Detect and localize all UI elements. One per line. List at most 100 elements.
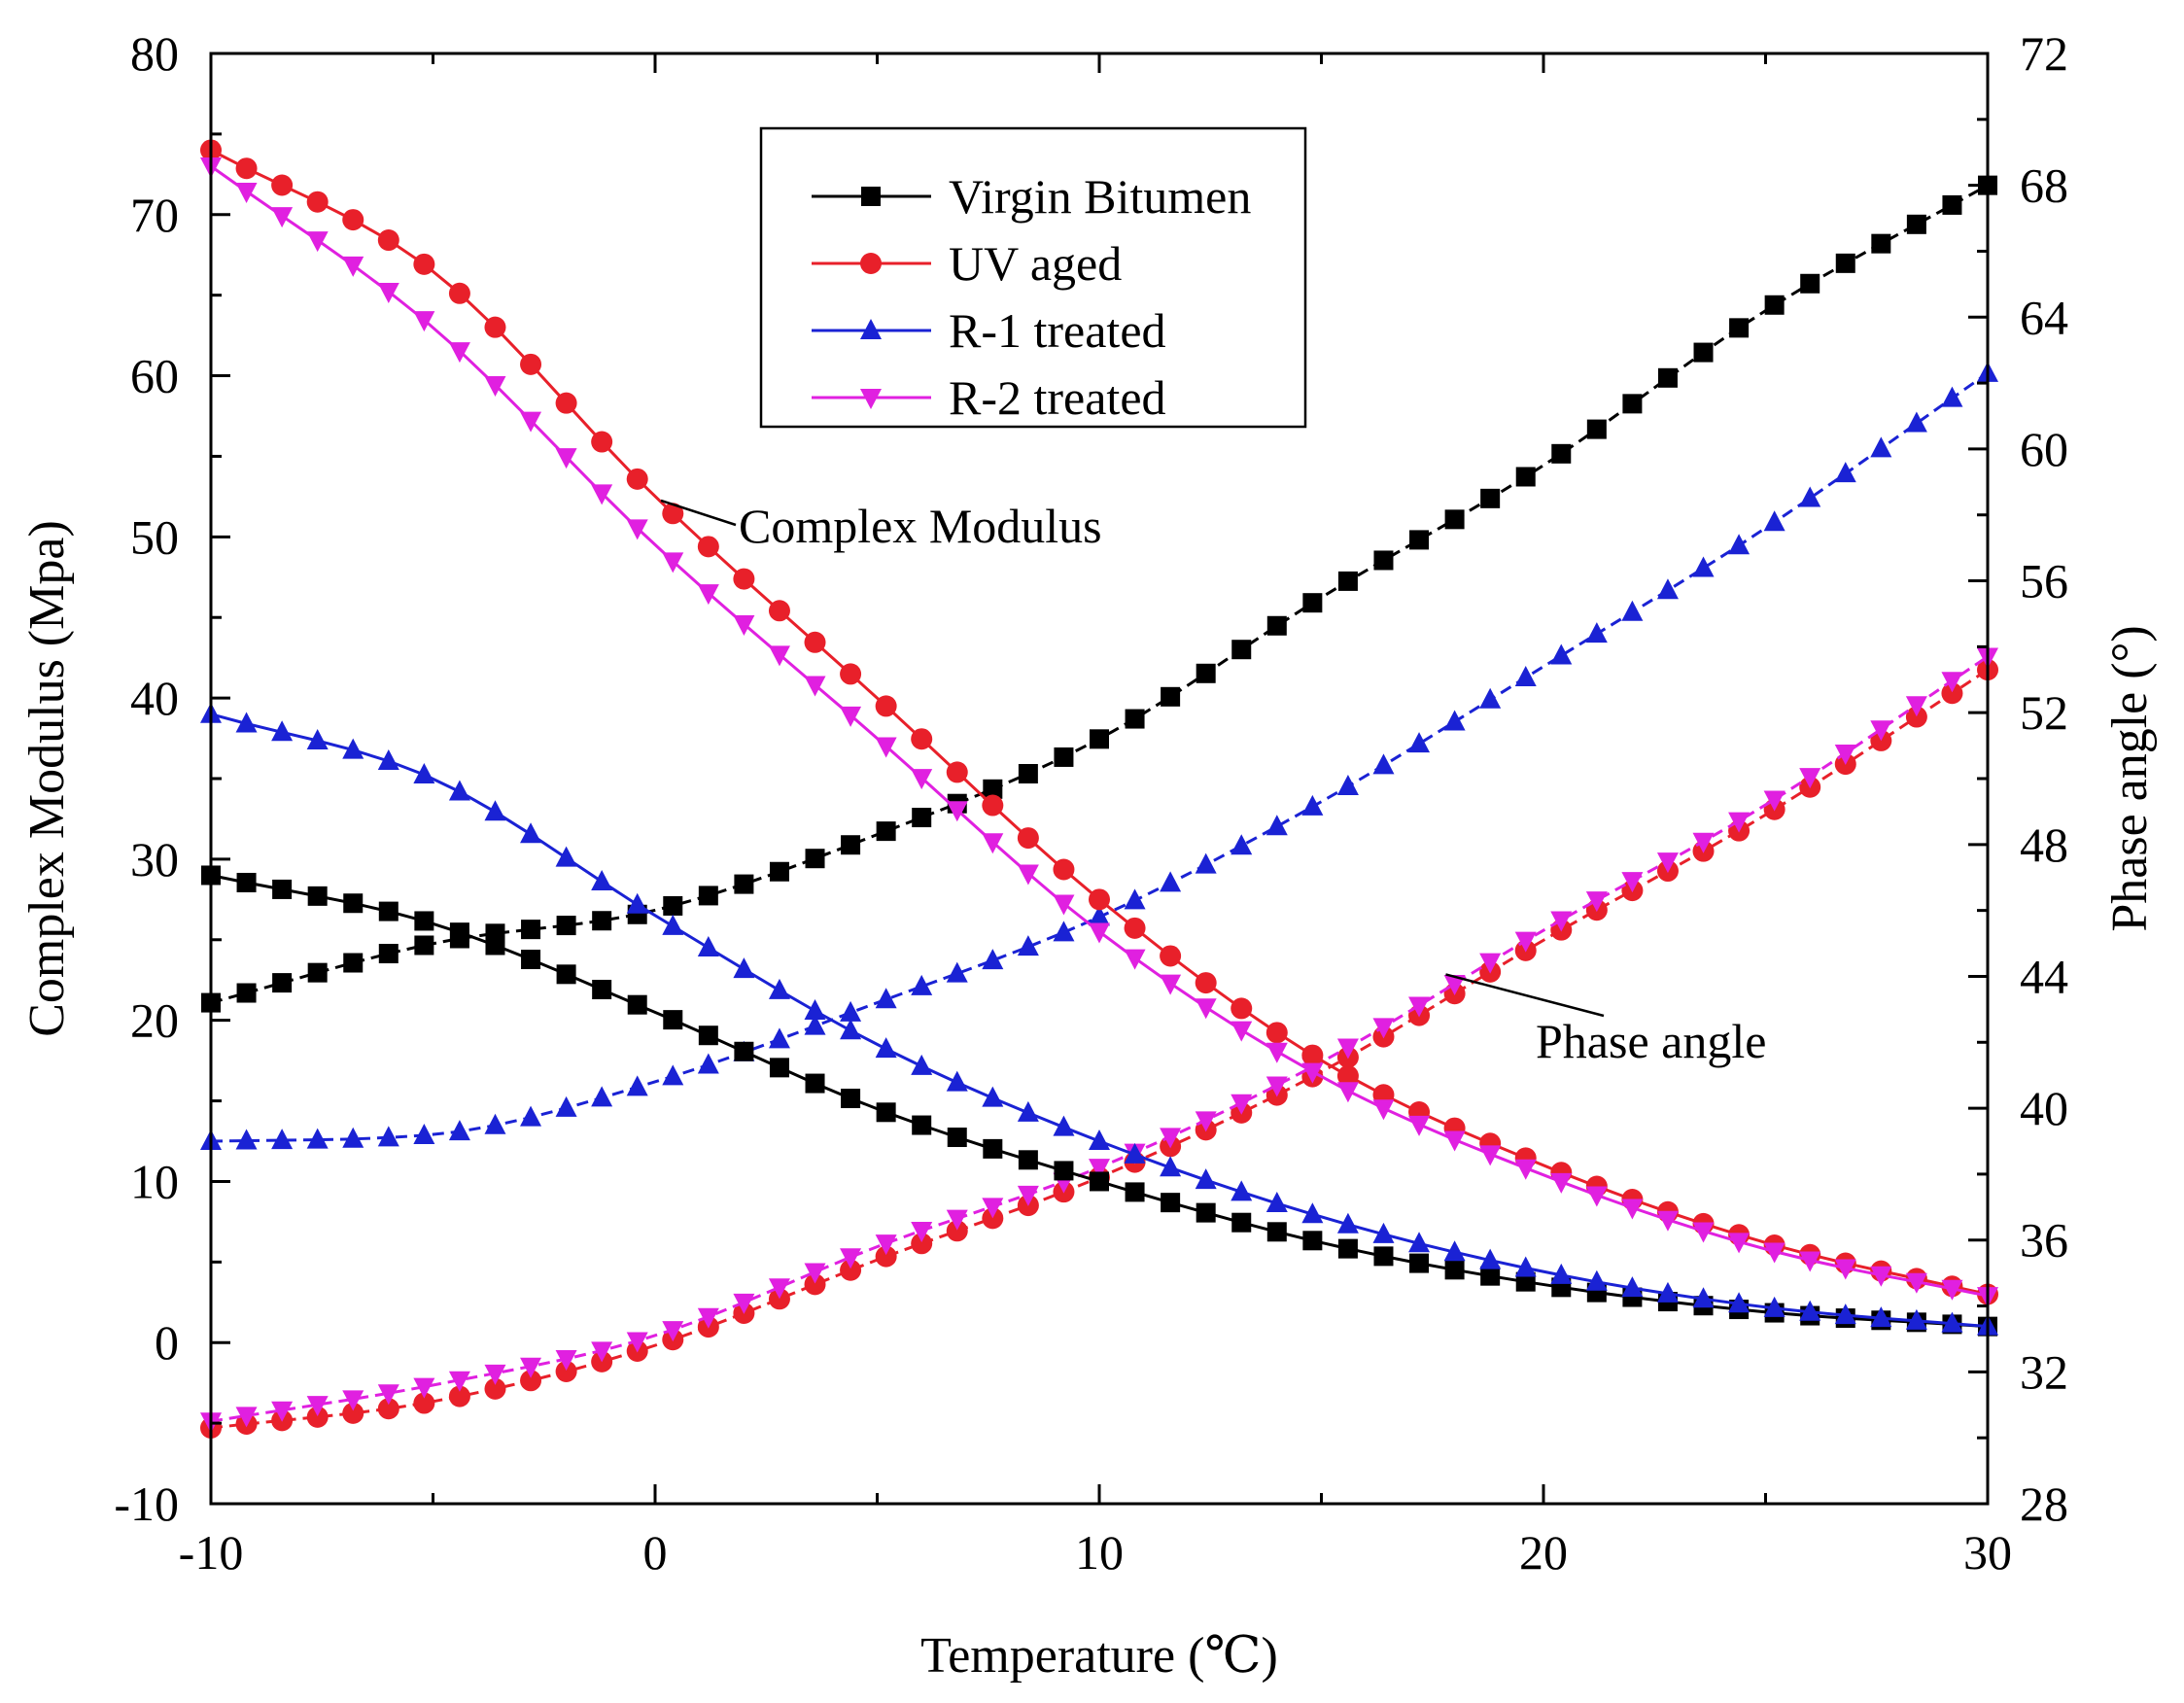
r-2-treated-complex-modulus-point: [1656, 1210, 1679, 1232]
y-left-tick-label: 40: [130, 671, 179, 725]
virgin-bitumen-phase-angle-point: [1196, 663, 1216, 683]
virgin-bitumen-complex-modulus-point: [592, 980, 612, 1000]
r-2-treated-phase-angle-point: [484, 1364, 506, 1385]
r-1-treated-complex-modulus-point: [1870, 1306, 1892, 1328]
r-1-treated-phase-angle-point: [342, 1127, 364, 1148]
x-tick-label: 20: [1519, 1525, 1568, 1580]
virgin-bitumen-phase-angle-point: [378, 944, 399, 964]
r-1-treated-complex-modulus-point: [448, 780, 470, 801]
virgin-bitumen-phase-angle-point: [521, 920, 541, 940]
r-1-treated-phase-angle-point: [1336, 775, 1359, 796]
r-2-treated-phase-angle-point: [1195, 1111, 1217, 1132]
r-2-treated-phase-angle-point: [306, 1396, 329, 1417]
r-1-treated-complex-modulus-point: [733, 957, 755, 979]
virgin-bitumen-complex-modulus-point: [1373, 1246, 1394, 1267]
virgin-bitumen-phase-angle-point: [805, 849, 825, 869]
uv-aged-phase-angle-point: [342, 1402, 364, 1424]
r-2-treated-phase-angle-point: [1656, 852, 1679, 874]
uv-aged-complex-modulus-point: [448, 282, 470, 304]
r-2-treated-phase-angle-point: [804, 1263, 826, 1284]
r-1-treated-phase-angle-point: [1017, 935, 1039, 956]
virgin-bitumen-phase-angle-point: [1657, 367, 1678, 388]
virgin-bitumen-complex-modulus-point: [343, 893, 364, 914]
r-1-treated-complex-modulus-point: [946, 1070, 968, 1092]
r-2-treated-complex-modulus-point: [1195, 998, 1217, 1020]
r-2-treated-phase-angle-point: [591, 1341, 613, 1363]
r-2-treated-phase-angle-point: [733, 1293, 755, 1314]
r-2-treated-complex-modulus-point: [377, 282, 399, 303]
virgin-bitumen-complex-modulus-point: [1231, 1212, 1252, 1233]
virgin-bitumen-complex-modulus-point: [449, 922, 469, 943]
r-1-treated-phase-angle-point: [235, 1129, 258, 1150]
r-1-treated-phase-angle-point: [1870, 436, 1892, 458]
r-1-treated-phase-angle-point: [448, 1120, 470, 1141]
r-2-treated-complex-modulus-point: [1124, 949, 1146, 970]
r-1-treated-phase-angle-point: [626, 1075, 648, 1096]
r-1-treated-phase-angle-point: [840, 1000, 862, 1022]
r-2-treated-complex-modulus-point: [413, 311, 435, 332]
r-1-treated-complex-modulus-point: [697, 936, 719, 957]
uv-aged-phase-angle-point: [946, 1220, 968, 1242]
r-2-treated-phase-angle-point: [1550, 911, 1573, 932]
r-2-treated-complex-modulus-point: [1053, 894, 1075, 916]
r-1-treated-phase-angle-point: [1585, 622, 1608, 643]
virgin-bitumen-phase-angle-point: [556, 916, 576, 936]
virgin-bitumen-complex-modulus-point: [1161, 1193, 1181, 1213]
virgin-bitumen-complex-modulus-point: [378, 901, 399, 921]
r-1-treated-phase-angle-point: [1089, 905, 1110, 926]
r-1-treated-complex-modulus-point: [1231, 1180, 1253, 1201]
r-1-treated-phase-angle-point: [946, 961, 968, 983]
virgin-bitumen-phase-angle-point: [1835, 253, 1855, 273]
r-1-treated-complex-modulus-point: [1799, 1300, 1821, 1321]
r-2-treated-complex-modulus-point: [342, 256, 364, 277]
virgin-bitumen-phase-angle-point: [1622, 394, 1643, 414]
legend-marker-uv-aged: [860, 253, 882, 274]
r-1-treated-phase-angle-point: [1372, 753, 1395, 775]
uv-aged-phase-angle-point: [413, 1392, 435, 1414]
virgin-bitumen-complex-modulus-point: [876, 1102, 896, 1123]
y-left-tick-label: 60: [130, 349, 179, 403]
r-2-treated-complex-modulus-point: [1870, 1266, 1892, 1287]
r-2-treated-complex-modulus-point: [520, 411, 542, 433]
r-2-treated-complex-modulus-point: [1692, 1222, 1715, 1243]
y-right-axis-title: Phase angle (°): [2102, 625, 2158, 931]
r-1-treated-complex-modulus-point: [235, 712, 258, 733]
uv-aged-complex-modulus-point: [768, 600, 790, 622]
r-1-treated-complex-modulus-point: [413, 762, 435, 783]
r-2-treated-phase-angle-point: [840, 1248, 862, 1269]
virgin-bitumen-complex-modulus-point: [1302, 1231, 1323, 1251]
r-2-treated-complex-modulus-point: [555, 448, 577, 469]
virgin-bitumen-complex-modulus-point: [734, 1041, 754, 1061]
virgin-bitumen-complex-modulus-point: [769, 1058, 789, 1078]
y-left-tick-label: 0: [155, 1315, 179, 1370]
virgin-bitumen-complex-modulus-point: [414, 911, 434, 931]
r-2-treated-complex-modulus-point: [1941, 1279, 1963, 1301]
virgin-bitumen-phase-angle-point: [307, 962, 328, 983]
r-2-treated-complex-modulus-point: [591, 484, 613, 505]
r-1-treated-phase-angle-point: [1763, 510, 1785, 532]
virgin-bitumen-complex-modulus-point: [1444, 1260, 1465, 1280]
r-2-treated-phase-angle-point: [377, 1384, 399, 1406]
r-2-treated-phase-angle-point: [448, 1371, 470, 1392]
r-2-treated-complex-modulus-point: [1372, 1099, 1395, 1121]
y-right-tick-label: 64: [2020, 290, 2068, 344]
r-1-treated-phase-angle-point: [1941, 386, 1963, 407]
uv-aged-complex-modulus-point: [1231, 997, 1253, 1020]
r-1-treated-complex-modulus-point: [1514, 1256, 1537, 1277]
y-right-tick-label: 44: [2020, 949, 2068, 1003]
r-1-treated-phase-angle-point: [768, 1027, 790, 1049]
y-left-tick-label: -10: [114, 1477, 179, 1531]
virgin-bitumen-phase-angle-point: [1054, 747, 1074, 767]
r-2-treated-phase-angle-point: [1870, 720, 1892, 742]
virgin-bitumen-phase-angle-point: [769, 861, 789, 882]
r-2-treated-complex-modulus-point: [1799, 1251, 1821, 1272]
uv-aged-complex-modulus-point: [911, 728, 933, 750]
uv-aged-complex-modulus-point: [413, 253, 435, 275]
virgin-bitumen-phase-angle-point: [1231, 640, 1252, 660]
virgin-bitumen-phase-angle-point: [414, 935, 434, 956]
uv-aged-complex-modulus-point: [626, 468, 648, 490]
r-1-treated-complex-modulus-point: [875, 1037, 897, 1059]
y-left-tick-label: 70: [130, 188, 179, 242]
r-2-treated-complex-modulus-point: [1160, 974, 1182, 995]
r-2-treated-complex-modulus-point: [1514, 1159, 1537, 1180]
